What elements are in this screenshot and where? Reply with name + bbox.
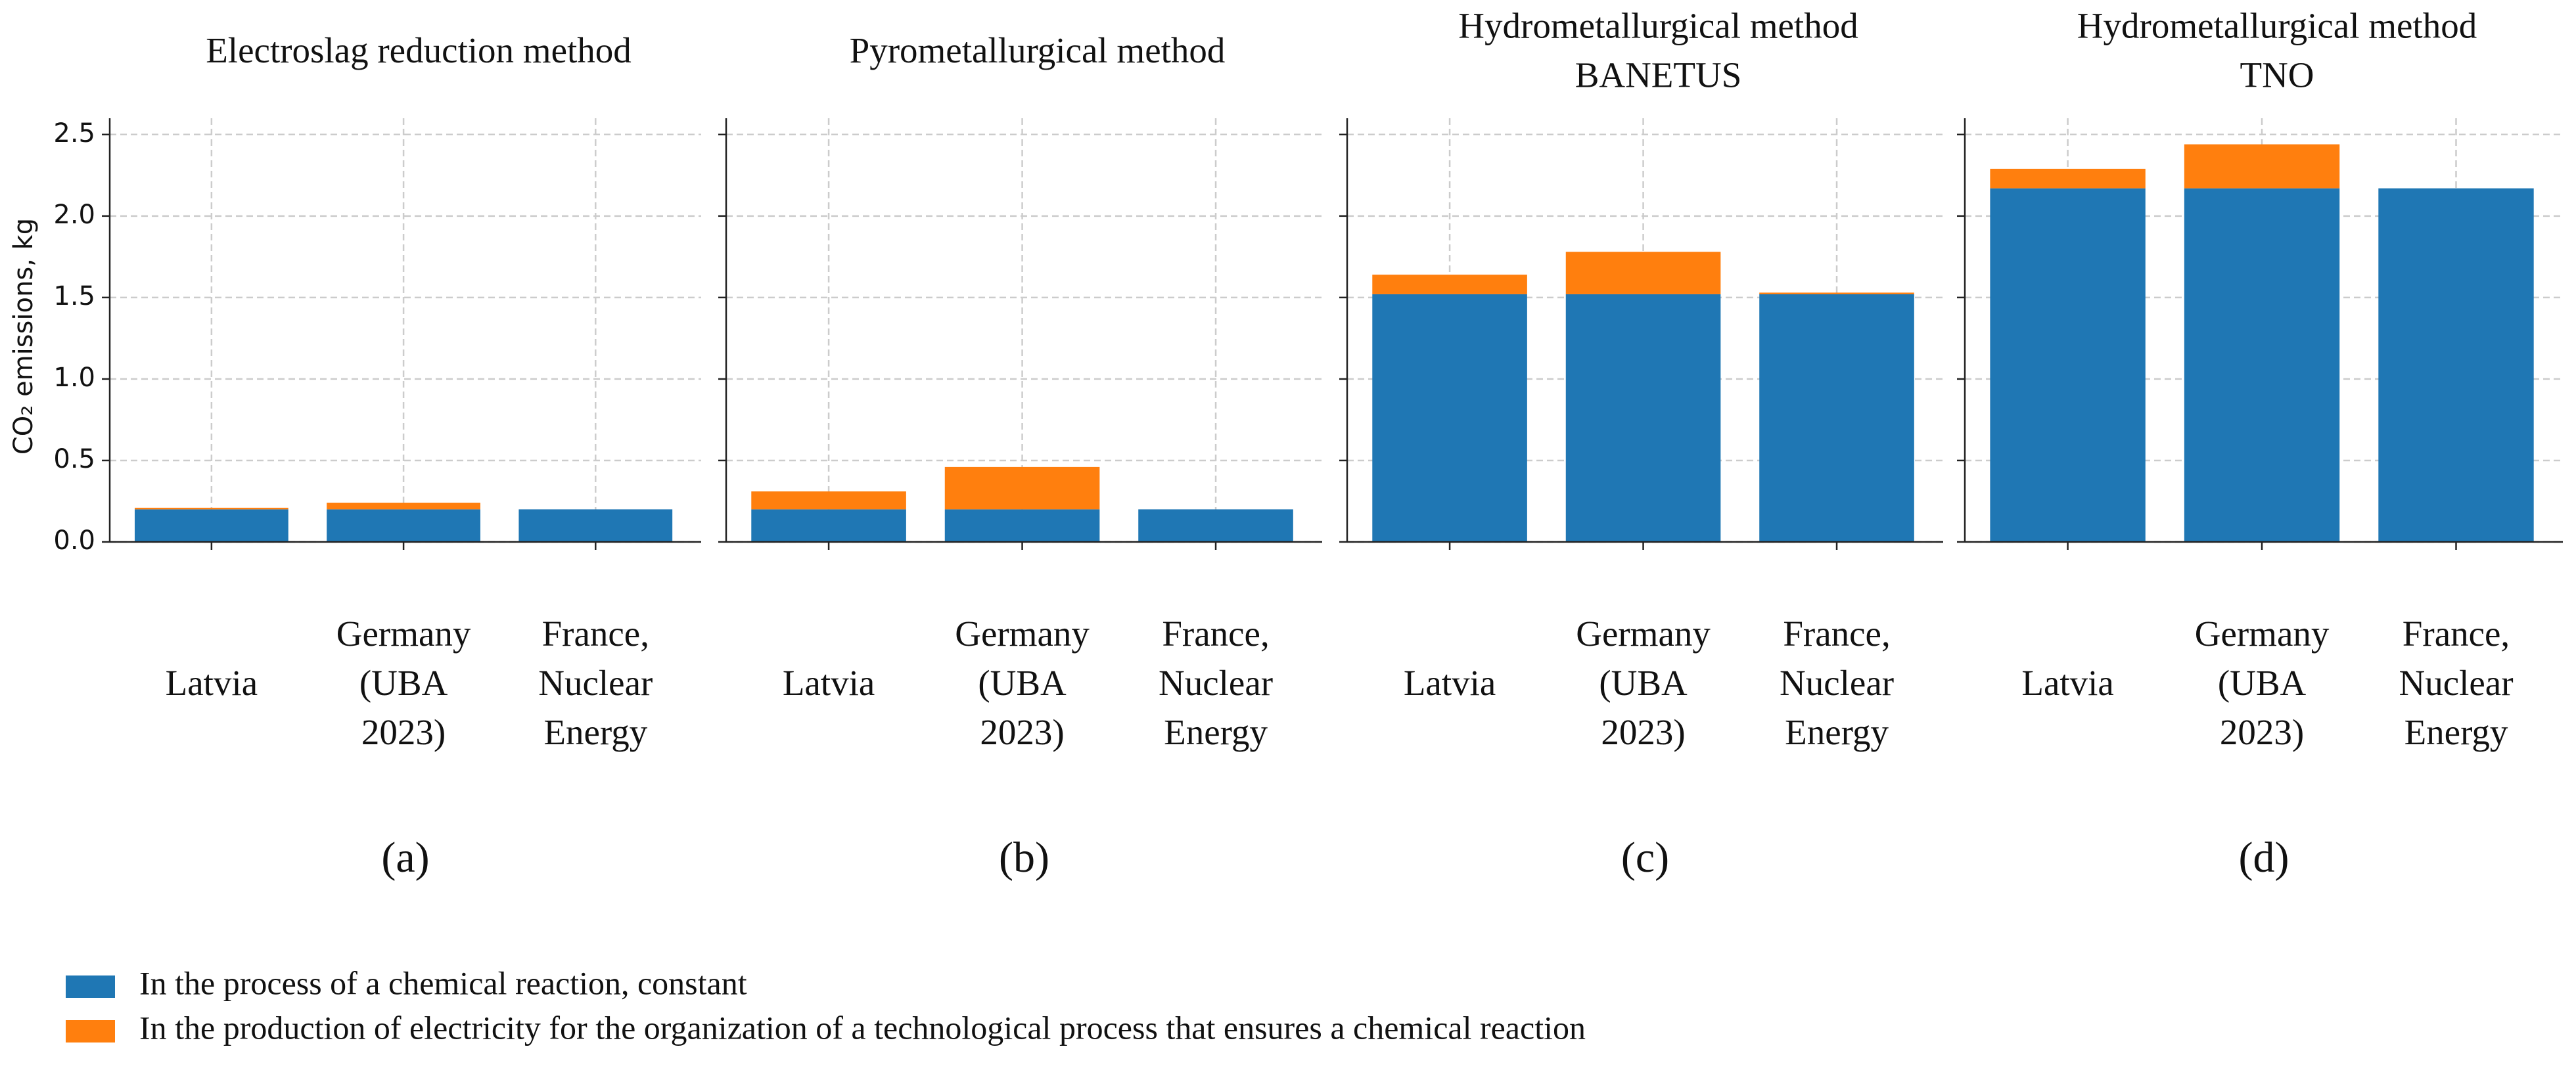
bar [327,509,480,542]
x-tick-label: Latvia [166,663,258,703]
y-tick-label: 0.0 [53,526,95,556]
bar [751,491,906,510]
bar [1759,294,1914,542]
bar [2184,144,2340,189]
panel-title: Electroslag reduction method [206,30,632,70]
y-tick-label: 1.0 [53,363,95,393]
legend-swatch [66,1020,115,1042]
panel-title: Hydrometallurgical method TNO [2077,5,2477,95]
bar [1759,292,1914,294]
x-tick-label: Latvia [2021,663,2113,703]
x-tick-label: Germany (UBA 2023) [336,614,471,752]
panel-label: (a) [381,834,429,882]
panel-label: (d) [2239,834,2289,882]
x-tick-label: France, Nuclear Energy [538,614,653,752]
bar [1990,188,2146,542]
panel-label: (b) [999,834,1049,882]
y-tick-label: 2.0 [53,200,95,230]
panel-title: Hydrometallurgical method BANETUS [1458,5,1858,95]
bar [1138,509,1293,542]
legend-swatch [66,975,115,998]
bar [327,503,480,510]
bar [518,509,673,542]
bar [1565,294,1721,542]
y-axis-label: CO₂ emissions, kg [9,218,39,455]
bar [1990,168,2146,189]
bar [751,509,906,542]
x-tick-label: France, Nuclear Energy [1159,614,1273,752]
bar [944,466,1100,510]
y-tick-label: 2.5 [53,118,95,148]
bar [134,509,288,542]
x-tick-label: Germany (UBA 2023) [2195,614,2330,752]
y-tick-label: 1.5 [53,281,95,311]
panel-label: (c) [1621,834,1669,882]
x-tick-label: Germany (UBA 2023) [1576,614,1711,752]
bar [944,509,1100,542]
x-tick-label: Latvia [783,663,875,703]
x-tick-label: Latvia [1404,663,1496,703]
bar [134,507,288,510]
legend-label: In the process of a chemical reaction, c… [139,964,747,1001]
y-tick-label: 0.5 [53,444,95,474]
bar [2378,188,2534,542]
x-tick-label: France, Nuclear Energy [1780,614,1894,752]
x-tick-label: France, Nuclear Energy [2399,614,2513,752]
bar [1372,275,1527,294]
panel-title: Pyrometallurgical method [850,30,1226,70]
bar [1372,294,1527,542]
x-tick-label: Germany (UBA 2023) [955,614,1090,752]
bar [2184,188,2340,542]
legend-label: In the production of electricity for the… [139,1009,1586,1046]
bar [1565,252,1721,294]
